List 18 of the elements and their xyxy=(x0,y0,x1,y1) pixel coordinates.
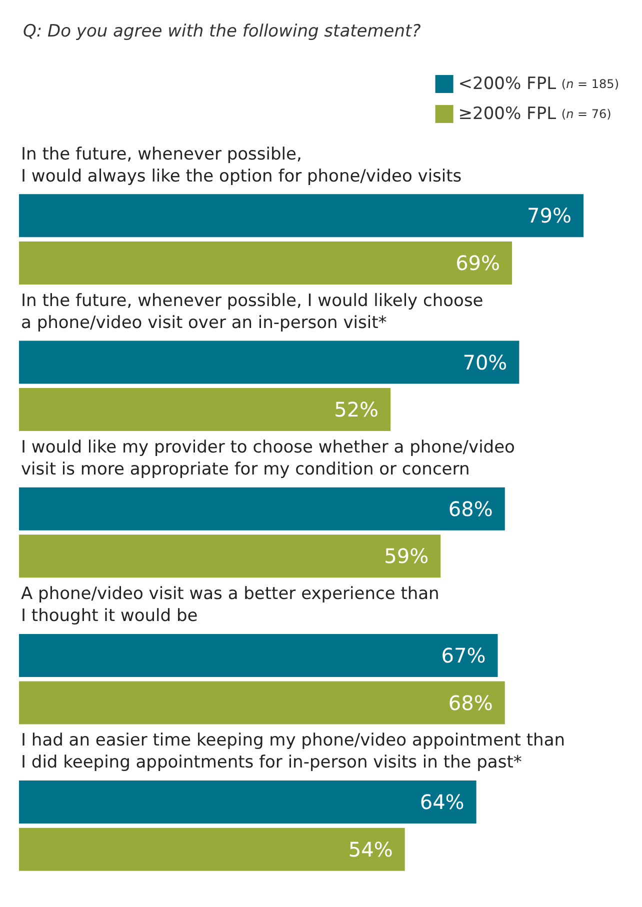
y-tick-label: I had an easier time keeping my phone/video appointment than I did keeping appointments for in-person visits in the past* xyxy=(21,730,566,773)
data-label: 79% xyxy=(527,204,572,228)
legend-label: <200% FPL (n = 185) xyxy=(458,74,620,94)
data-label: 68% xyxy=(448,690,493,715)
data-label: 67% xyxy=(441,643,486,668)
data-label: 70% xyxy=(462,350,508,374)
y-tick-label: In the future, whenever possible, I would always like the option for phone/video visits xyxy=(21,144,462,186)
data-label: 54% xyxy=(348,837,393,862)
y-tick-label: A phone/video visit was a better experience than I thought it would be xyxy=(21,584,440,626)
data-label: 64% xyxy=(420,790,464,814)
chart-title: Q: Do you agree with the following statement? xyxy=(23,22,421,42)
data-label: 59% xyxy=(384,544,429,568)
data-label: 68% xyxy=(448,496,493,521)
data-label: 69% xyxy=(456,250,500,275)
y-tick-label: In the future, whenever possible, I would likely choose a phone/video visit over an in-person visit* xyxy=(21,290,484,333)
y-tick-label: I would like my provider to choose whether a phone/video visit is more appropriate for my condition or concern xyxy=(21,438,515,480)
legend-label: ≥200% FPL (n = 76) xyxy=(458,104,612,124)
data-label: 52% xyxy=(334,398,379,422)
